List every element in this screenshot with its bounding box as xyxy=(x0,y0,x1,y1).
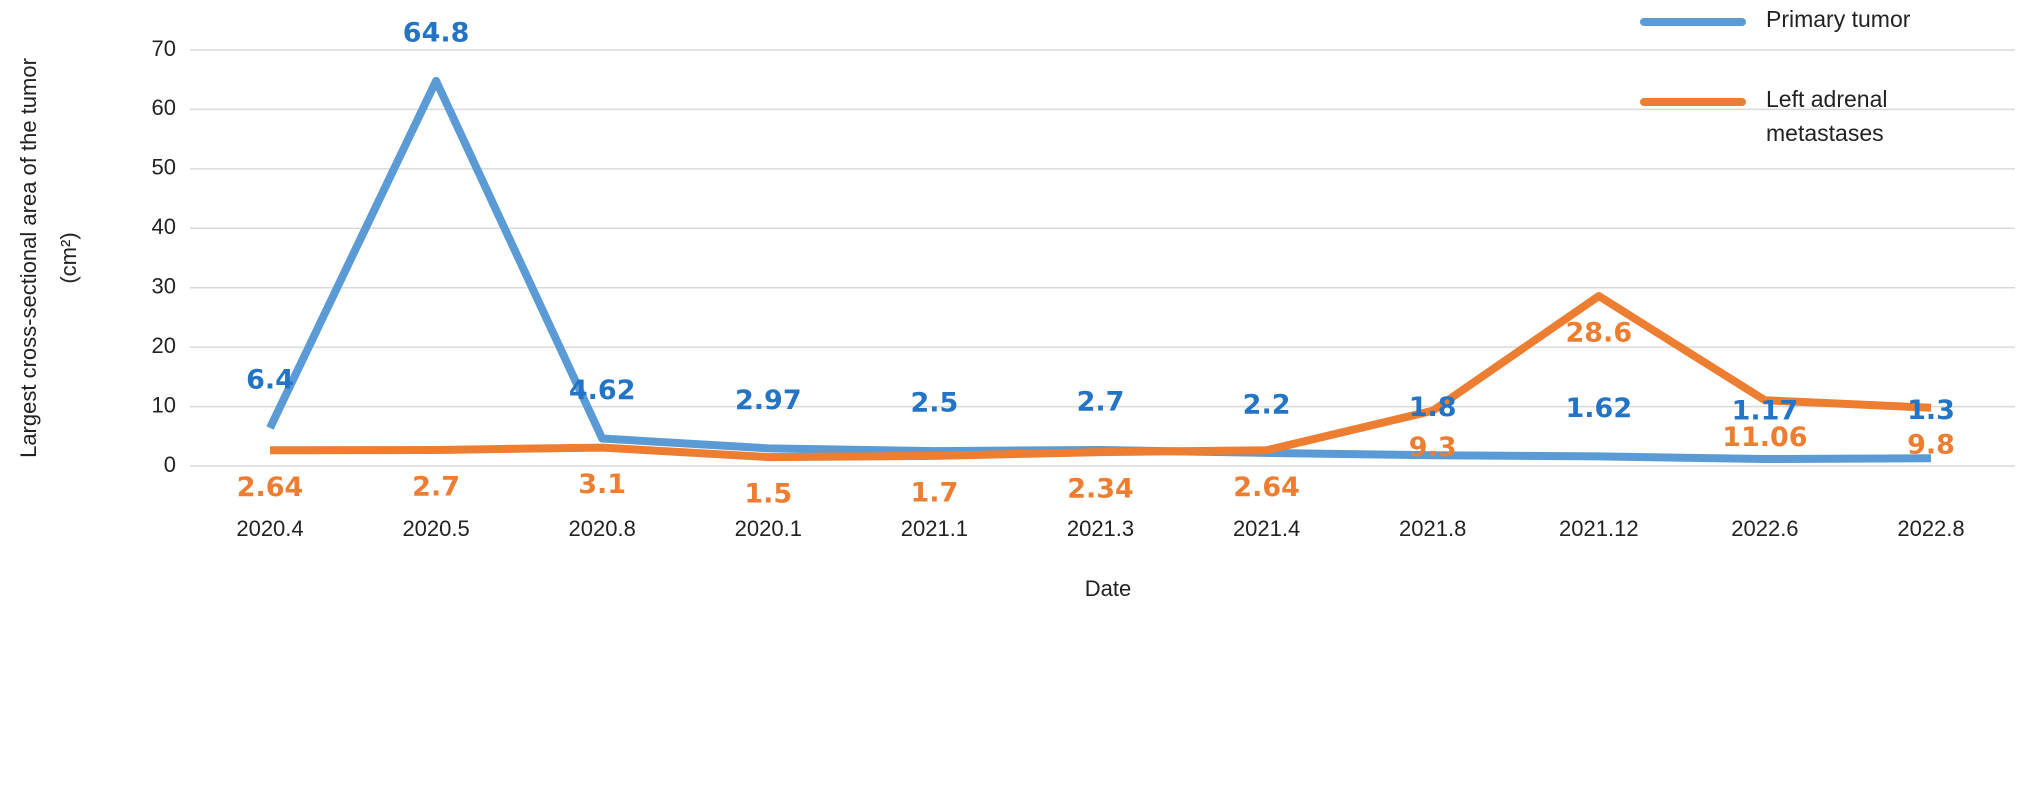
legend-label: Left adrenal metastases xyxy=(1766,86,1888,146)
series-line xyxy=(269,292,1932,462)
x-tick-label: 2022.8 xyxy=(1897,516,1964,541)
data-label: 11.06 xyxy=(1722,422,1807,453)
y-tick-label: 60 xyxy=(152,95,176,120)
data-label: 6.4 xyxy=(246,364,294,395)
legend-item: Left adrenal metastases xyxy=(1640,82,1966,150)
y-tick-label: 40 xyxy=(152,214,176,239)
data-label: 2.5 xyxy=(910,388,958,419)
x-tick-label: 2020.5 xyxy=(402,516,469,541)
data-label: 9.3 xyxy=(1409,432,1457,463)
data-label: 2.34 xyxy=(1067,474,1134,505)
x-tick-label: 2021.3 xyxy=(1067,516,1134,541)
x-tick-label: 2020.8 xyxy=(569,516,636,541)
data-label: 1.62 xyxy=(1565,393,1632,424)
y-label-line: Largest cross-sectional area of the tumo… xyxy=(16,58,41,458)
data-label: 1.3 xyxy=(1907,395,1955,426)
legend-swatch xyxy=(1640,98,1746,106)
x-tick-label: 2021.1 xyxy=(901,516,968,541)
data-label: 2.64 xyxy=(237,472,304,503)
x-tick-label: 2021.4 xyxy=(1233,516,1300,541)
x-tick-label: 2021.8 xyxy=(1399,516,1466,541)
x-label: Date xyxy=(1085,576,1131,601)
x-tick-label: 2020.4 xyxy=(236,516,303,541)
data-label: 4.62 xyxy=(569,375,636,406)
data-label: 1.5 xyxy=(744,479,792,510)
data-label: 3.1 xyxy=(578,469,626,500)
y-tick-label: 50 xyxy=(152,155,176,180)
data-label: 2.64 xyxy=(1233,472,1300,503)
data-label: 1.8 xyxy=(1409,392,1457,423)
data-label: 2.7 xyxy=(1077,386,1125,417)
y-tick-label: 20 xyxy=(152,333,176,358)
x-tick-label: 2020.1 xyxy=(735,516,802,541)
y-tick-label: 30 xyxy=(152,274,176,299)
data-label: 2.2 xyxy=(1243,389,1291,420)
data-label: 2.7 xyxy=(412,471,460,502)
data-label: 1.17 xyxy=(1732,396,1799,427)
y-label: Largest cross-sectional area of the tumo… xyxy=(16,58,81,458)
x-tick-label: 2022.6 xyxy=(1731,516,1798,541)
legend-label: Primary tumor xyxy=(1766,6,1911,32)
y-tick-label: 70 xyxy=(152,36,176,61)
y-label-line: (cm²) xyxy=(56,232,81,283)
y-tick-label: 0 xyxy=(164,452,176,477)
data-label: 2.97 xyxy=(735,385,802,416)
legend-swatch xyxy=(1640,18,1746,26)
legend-item: Primary tumor xyxy=(1640,2,1966,36)
y-tick-label: 10 xyxy=(152,392,176,417)
data-label: 9.8 xyxy=(1907,429,1955,460)
data-label: 1.7 xyxy=(910,477,958,508)
x-tick-label: 2021.12 xyxy=(1559,516,1639,541)
data-label: 28.6 xyxy=(1565,318,1632,349)
data-label: 64.8 xyxy=(403,17,470,48)
